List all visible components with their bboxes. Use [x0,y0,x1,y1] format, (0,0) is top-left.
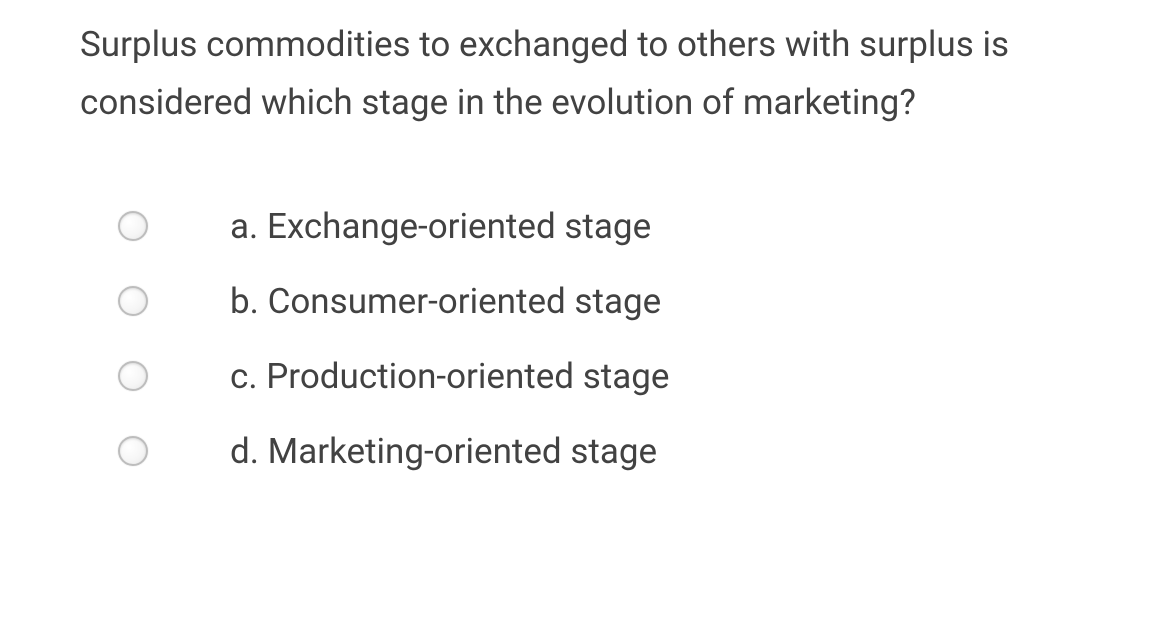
option-row[interactable]: a. Exchange-oriented stage [118,202,1090,251]
option-row[interactable]: b. Consumer-oriented stage [118,277,1090,326]
option-label-b: b. Consumer-oriented stage [230,277,661,326]
option-row[interactable]: d. Marketing-oriented stage [118,427,1090,476]
option-label-d: d. Marketing-oriented stage [230,427,657,476]
radio-button-b[interactable] [118,286,148,316]
option-label-c: c. Production-oriented stage [230,352,669,401]
radio-button-a[interactable] [118,211,148,241]
question-text: Surplus commodities to exchanged to othe… [80,16,1090,132]
options-group: a. Exchange-oriented stage b. Consumer-o… [80,202,1090,476]
option-label-a: a. Exchange-oriented stage [230,202,651,251]
radio-button-c[interactable] [118,361,148,391]
option-row[interactable]: c. Production-oriented stage [118,352,1090,401]
radio-button-d[interactable] [118,436,148,466]
